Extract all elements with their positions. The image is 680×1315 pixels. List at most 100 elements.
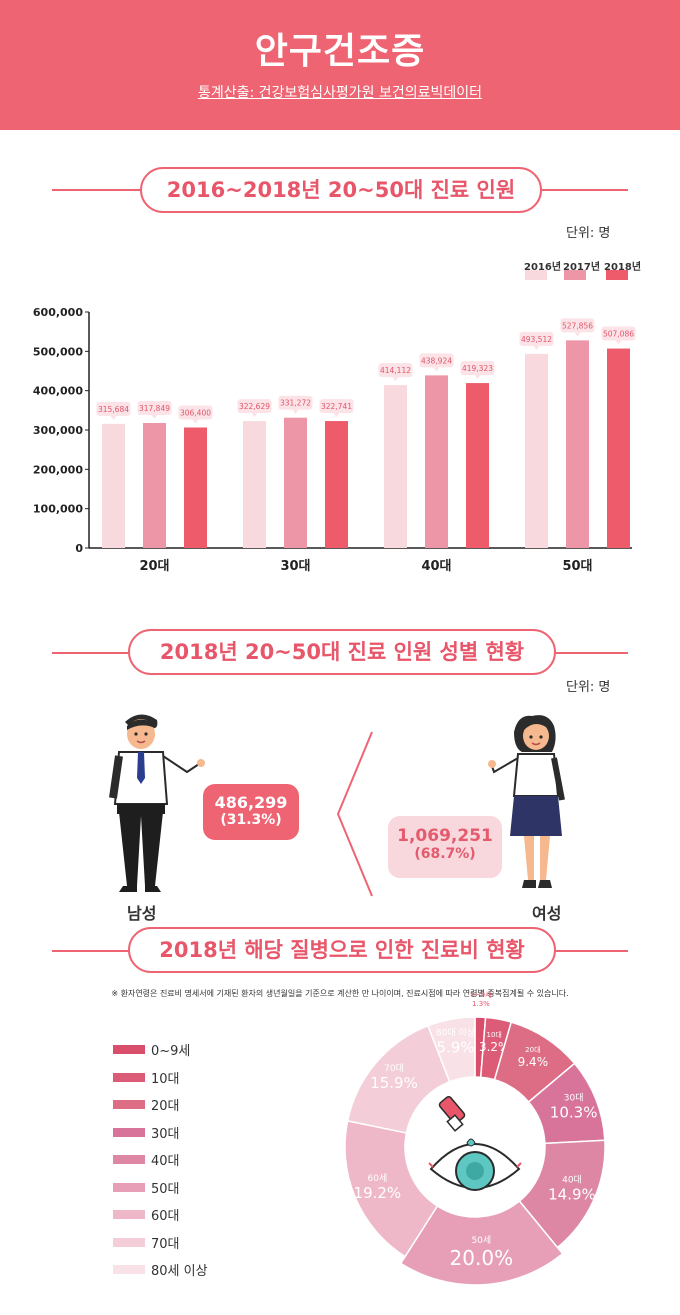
legend-swatch — [113, 1237, 145, 1247]
legend-swatch — [113, 1072, 145, 1082]
data-source: 통계산출: 건강보험심사평가원 보건의료빅데이터 — [197, 85, 483, 101]
x-category-label: 50대 — [562, 559, 592, 574]
data-label-pointer — [433, 367, 440, 372]
legend-label-2017: 2017년 — [563, 262, 601, 273]
female-label: 여성 — [532, 904, 562, 923]
y-tick-label: 300,000 — [33, 424, 83, 437]
slice-pct-label: 3.2% — [479, 1040, 510, 1054]
legend-label: 20대 — [151, 1099, 180, 1114]
slice-pct-label: 10.3% — [550, 1104, 598, 1122]
data-label: 419,323 — [462, 364, 493, 373]
bar — [143, 422, 166, 548]
x-category-label: 20대 — [139, 559, 169, 574]
legend-label: 70대 — [151, 1236, 180, 1252]
data-label-bg — [560, 318, 595, 333]
data-label: 507,086 — [603, 330, 634, 339]
bar — [607, 348, 630, 548]
data-label-bg — [278, 395, 313, 410]
data-label-bg — [96, 401, 131, 416]
data-label-pointer — [615, 340, 622, 345]
legend-label: 60대 — [151, 1209, 180, 1224]
section1-title: 2016~2018년 20~50대 진료 인원 — [140, 167, 542, 213]
slice-label: 40대 — [562, 1174, 582, 1185]
slice-label: 60세 — [368, 1173, 388, 1184]
data-label: 331,272 — [280, 399, 311, 408]
data-label-pointer — [333, 413, 340, 418]
legend-label-2018: 2018년 — [604, 262, 642, 273]
data-label: 322,741 — [321, 402, 352, 411]
data-label-bg — [519, 331, 554, 346]
data-label-pointer — [392, 377, 399, 382]
legend-label: 40대 — [151, 1154, 180, 1169]
legend-label: 30대 — [151, 1126, 180, 1142]
legend-swatch — [113, 1182, 145, 1192]
section3-title: 2018년 해당 질병으로 인한 진료비 현황 — [128, 927, 556, 973]
eye-pupil — [466, 1162, 484, 1180]
legend-swatch — [113, 1210, 145, 1219]
legend-label: 50대 — [151, 1181, 180, 1197]
legend-swatch — [113, 1265, 145, 1274]
data-label-bg — [601, 326, 636, 341]
y-tick-label: 600,000 — [33, 306, 83, 319]
data-label: 306,400 — [180, 408, 211, 417]
bar — [425, 375, 448, 548]
slice-label: 30대 — [564, 1093, 584, 1104]
eye-lashes — [428, 1162, 522, 1168]
bar — [284, 417, 307, 548]
legend-label: 80세 이상 — [151, 1264, 208, 1279]
slice-label: 0~9세 — [470, 990, 491, 999]
dropper-bottle — [438, 1096, 466, 1124]
slice-pct-label: 14.9% — [548, 1185, 596, 1203]
female-count: 1,069,251 — [397, 826, 493, 846]
bar — [466, 383, 489, 548]
data-label: 317,849 — [139, 404, 170, 413]
male-count: 486,299 — [214, 793, 288, 812]
section2-title: 2018년 20~50대 진료 인원 성별 현황 — [128, 629, 556, 675]
bar — [243, 421, 266, 548]
legend-swatch-2018 — [606, 270, 628, 280]
bar-chart: 0 100,000 200,000 300,000 400,000 500,000 600,… — [33, 306, 636, 574]
data-label-bg — [460, 361, 495, 376]
y-tick-label: 100,000 — [33, 503, 83, 516]
data-label-pointer — [151, 414, 158, 419]
slice-label: 10대 — [487, 1031, 502, 1039]
data-label: 322,629 — [239, 402, 270, 411]
bar — [102, 423, 125, 548]
data-note: ※ 환자연령은 진료비 명세서에 기재된 환자의 생년월일을 기준으로 계산한 … — [111, 989, 569, 998]
slice-pct-label: 9.4% — [518, 1055, 549, 1069]
female-pct: (68.7%) — [414, 846, 476, 862]
data-label-pointer — [533, 345, 540, 350]
legend-swatch — [113, 1045, 145, 1054]
data-label: 315,684 — [98, 405, 129, 414]
legend-swatch-2016 — [525, 270, 547, 280]
data-label-bg — [178, 405, 213, 420]
slice-pct-label: 19.2% — [354, 1184, 402, 1202]
x-category-label: 30대 — [280, 559, 310, 574]
data-label-bg — [137, 400, 172, 415]
bar — [325, 421, 348, 548]
data-label-bg — [419, 353, 454, 368]
bar — [184, 427, 207, 548]
data-label-pointer — [251, 413, 258, 418]
slice-label: 50세 — [471, 1235, 491, 1246]
data-label-bg — [237, 399, 272, 414]
donut-slice — [426, 1016, 476, 1083]
male-pct: (31.3%) — [220, 812, 282, 828]
data-label-pointer — [474, 375, 481, 380]
legend-label: 10대 — [151, 1071, 180, 1087]
legend-swatch — [113, 1127, 145, 1137]
legend-label: 0~9세 — [151, 1044, 191, 1059]
data-label-pointer — [110, 415, 117, 420]
data-label: 438,924 — [421, 356, 452, 365]
legend-swatch-2017 — [564, 270, 586, 280]
section1-unit: 단위: 명 — [566, 226, 611, 241]
header-banner: 안구건조증 통계산출: 건강보험심사평가원 보건의료빅데이터 — [0, 0, 680, 130]
male-label: 남성 — [127, 904, 157, 923]
eye-drop-icon — [407, 1079, 543, 1215]
data-label-pointer — [574, 332, 581, 337]
bar — [384, 385, 407, 548]
y-tick-label: 0 — [75, 542, 83, 555]
data-label-pointer — [292, 409, 299, 414]
legend-swatch — [113, 1155, 145, 1164]
